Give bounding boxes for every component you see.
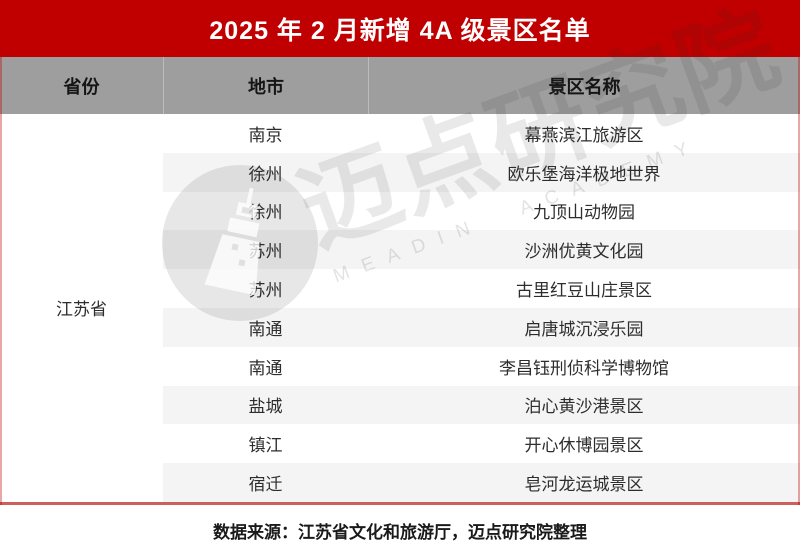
scenic-area-table: 省份 地市 景区名称 江苏省 南京 幕燕滨江旅游区 徐州 欧乐堡海洋极地世界 徐… xyxy=(0,57,800,505)
scenic-name-cell: 泊心黄沙港景区 xyxy=(368,385,800,425)
scenic-name-cell: 开心休博园景区 xyxy=(524,436,644,456)
data-source-note: 数据来源：江苏省文化和旅游厅，迈点研究院整理 xyxy=(213,522,587,542)
header-cell-province: 省份 xyxy=(63,76,100,97)
province-cell: 江苏省 xyxy=(0,114,163,502)
table-left-edge-line xyxy=(0,57,2,505)
city-cell: 南通 xyxy=(163,307,368,347)
table-right-edge-line xyxy=(798,57,800,505)
page-title: 2025 年 2 月新增 4A 级景区名单 xyxy=(209,16,591,45)
scenic-name-cell: 九顶山动物园 xyxy=(533,203,635,223)
city-cell: 南京 xyxy=(248,125,283,145)
scenic-name-cell: 启唐城沉浸乐园 xyxy=(368,307,800,347)
scenic-name-cell: 欧乐堡海洋极地世界 xyxy=(368,152,800,192)
scenic-name-cell: 李昌钰刑侦科学博物馆 xyxy=(499,358,669,378)
city-cell: 镇江 xyxy=(248,436,283,456)
header-cell-city: 地市 xyxy=(163,57,368,114)
city-cell: 盐城 xyxy=(163,385,368,425)
scenic-name-cell: 幕燕滨江旅游区 xyxy=(524,125,644,145)
city-cell: 南通 xyxy=(248,358,283,378)
city-cell: 苏州 xyxy=(248,281,283,301)
city-cell: 徐州 xyxy=(248,203,283,223)
city-cell: 宿迁 xyxy=(163,463,368,502)
scenic-name-cell: 皂河龙运城景区 xyxy=(368,463,800,502)
header-cell-scenic-name: 景区名称 xyxy=(368,57,800,114)
city-cell: 徐州 xyxy=(163,152,368,192)
city-cell: 苏州 xyxy=(163,230,368,270)
scenic-name-cell: 沙洲优黄文化园 xyxy=(368,230,800,270)
footer: 数据来源：江苏省文化和旅游厅，迈点研究院整理 xyxy=(0,504,800,556)
scenic-name-cell: 古里红豆山庄景区 xyxy=(516,281,652,301)
table-header-row: 省份 地市 景区名称 xyxy=(0,57,800,114)
table-body: 江苏省 南京 幕燕滨江旅游区 徐州 欧乐堡海洋极地世界 徐州 九顶山动物园 苏州… xyxy=(0,114,800,502)
title-bar: 2025 年 2 月新增 4A 级景区名单 xyxy=(0,0,800,57)
table-bottom-red-line xyxy=(0,501,800,505)
